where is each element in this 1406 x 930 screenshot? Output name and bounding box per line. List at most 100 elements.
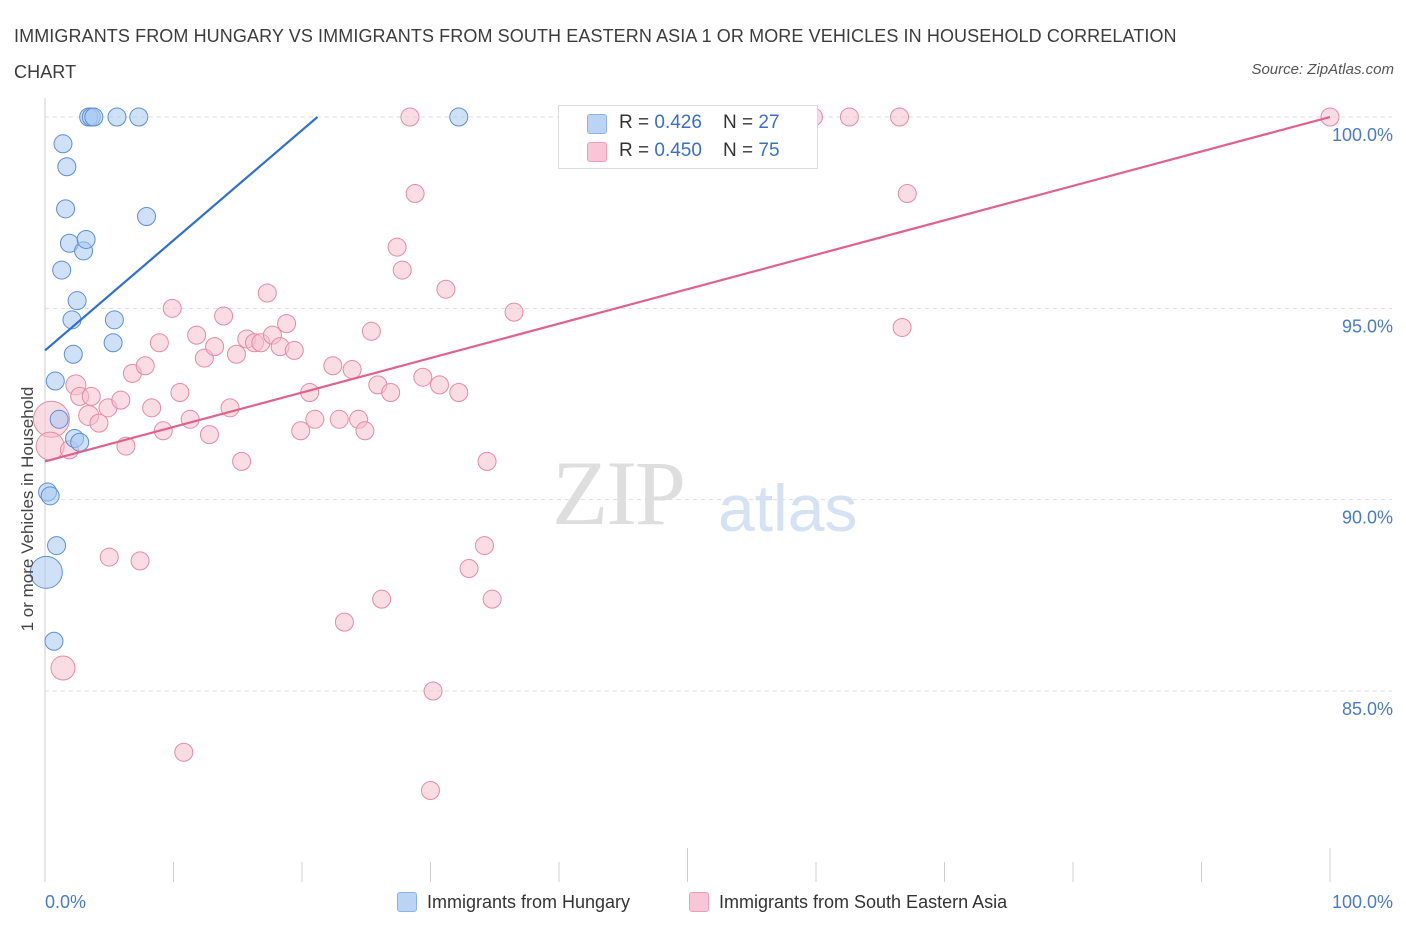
legend-swatch-sea	[587, 142, 607, 162]
sea-point	[162, 298, 182, 318]
sea-point	[329, 409, 349, 429]
sea-point	[257, 283, 277, 303]
sea-point	[232, 451, 252, 471]
sea-point	[355, 421, 375, 441]
legend-label-hungary: Immigrants from Hungary	[427, 891, 631, 912]
legend-n-value: 27	[758, 112, 780, 133]
sea-point	[199, 425, 219, 445]
sea-point	[291, 421, 311, 441]
sea-point	[892, 317, 912, 337]
legend-r-label: R =	[619, 112, 655, 133]
sea-point	[135, 356, 155, 376]
hungary-point	[84, 107, 104, 127]
sea-point	[459, 559, 479, 579]
hungary-trend-line	[44, 116, 319, 352]
sea-point	[474, 536, 494, 556]
sea-point	[205, 337, 225, 357]
hungary-point	[129, 107, 149, 127]
legend-r-value: 0.450	[654, 140, 702, 161]
x-tick-label: 100.0%	[1332, 892, 1393, 912]
hungary-point	[40, 486, 60, 506]
chart-title: IMMIGRANTS FROM HUNGARY VS IMMIGRANTS FR…	[14, 26, 1177, 82]
hungary-point	[104, 310, 124, 330]
hungary-point	[29, 555, 63, 589]
hungary-point	[52, 260, 72, 280]
hungary-point	[76, 229, 96, 249]
legend-swatch-hungary	[587, 114, 607, 134]
legend-n-label: N =	[723, 140, 759, 161]
source-note: Source: ZipAtlas.com	[1251, 61, 1394, 78]
sea-point	[890, 107, 910, 127]
sea-point	[423, 681, 443, 701]
axis-layer	[44, 98, 1331, 882]
sea-point	[50, 655, 76, 681]
watermark-zip: ZIP	[552, 442, 686, 544]
sea-point	[174, 742, 194, 762]
sea-point	[387, 237, 407, 257]
sea-point	[305, 409, 325, 429]
grid-layer	[45, 116, 1392, 692]
legend-row-hungary: R = 0.426 N = 27	[619, 109, 780, 137]
y-tick-label: 95.0%	[1342, 316, 1393, 336]
legend-label-sea: Immigrants from South Eastern Asia	[719, 891, 1008, 912]
hungary-point	[49, 409, 69, 429]
sea-point	[361, 321, 381, 341]
sea-point	[323, 356, 343, 376]
sea-point	[405, 184, 425, 204]
sea-trend-line	[44, 115, 1331, 463]
sea-point	[35, 431, 65, 461]
sea-point	[277, 314, 297, 334]
sea-point	[421, 780, 440, 800]
legend-swatch-sea	[689, 892, 709, 912]
y-tick-label: 85.0%	[1342, 699, 1393, 719]
legend-r-label: R =	[619, 140, 655, 161]
sea-point	[81, 386, 101, 406]
sea-point	[142, 398, 162, 418]
sea-point	[342, 360, 362, 380]
trend-layer	[44, 115, 1331, 463]
legend-item-sea: Immigrants from South Eastern Asia	[689, 889, 1007, 915]
y-axis-label: 1 or more Vehicles in Household	[18, 387, 37, 632]
hungary-point	[45, 371, 65, 391]
sea-point	[381, 383, 401, 403]
legend-swatch-hungary	[397, 892, 417, 912]
sea-point	[897, 184, 917, 204]
sea-point	[89, 413, 109, 433]
hungary-point	[103, 333, 123, 353]
sea-point	[187, 325, 207, 345]
hungary-point	[63, 344, 83, 364]
hungary-point	[449, 107, 469, 127]
sea-point	[284, 340, 304, 360]
sea-point	[449, 383, 469, 403]
sea-point	[477, 451, 497, 471]
points-layer	[29, 107, 1340, 800]
legend-n-value: 75	[758, 140, 780, 161]
hungary-point	[137, 206, 157, 226]
hungary-point	[44, 631, 64, 651]
label-layer: 85.0% 90.0% 95.0% 100.0% 0.0% 100.0% 1 or more…	[18, 125, 1393, 912]
sea-point	[400, 107, 420, 127]
sea-point	[436, 279, 456, 299]
x-tick-label: 0.0%	[45, 892, 86, 912]
hungary-point	[56, 199, 76, 219]
sea-point	[180, 409, 200, 429]
hungary-point	[53, 134, 73, 154]
sea-point	[839, 107, 859, 127]
legend-n-label: N =	[723, 112, 759, 133]
hungary-point	[57, 157, 77, 177]
hungary-point	[107, 107, 127, 127]
sea-point	[214, 306, 234, 326]
sea-point	[149, 333, 169, 353]
sea-point	[130, 551, 150, 571]
y-tick-label: 90.0%	[1342, 508, 1393, 528]
sea-point	[334, 612, 354, 632]
sea-point	[226, 344, 246, 364]
sea-point	[429, 375, 449, 395]
sea-point	[413, 367, 433, 387]
sea-point	[99, 547, 119, 567]
sea-point	[392, 260, 412, 280]
legend-item-hungary: Immigrants from Hungary	[397, 889, 630, 915]
watermark-atlas: atlas	[718, 471, 858, 545]
hungary-point	[70, 432, 90, 452]
